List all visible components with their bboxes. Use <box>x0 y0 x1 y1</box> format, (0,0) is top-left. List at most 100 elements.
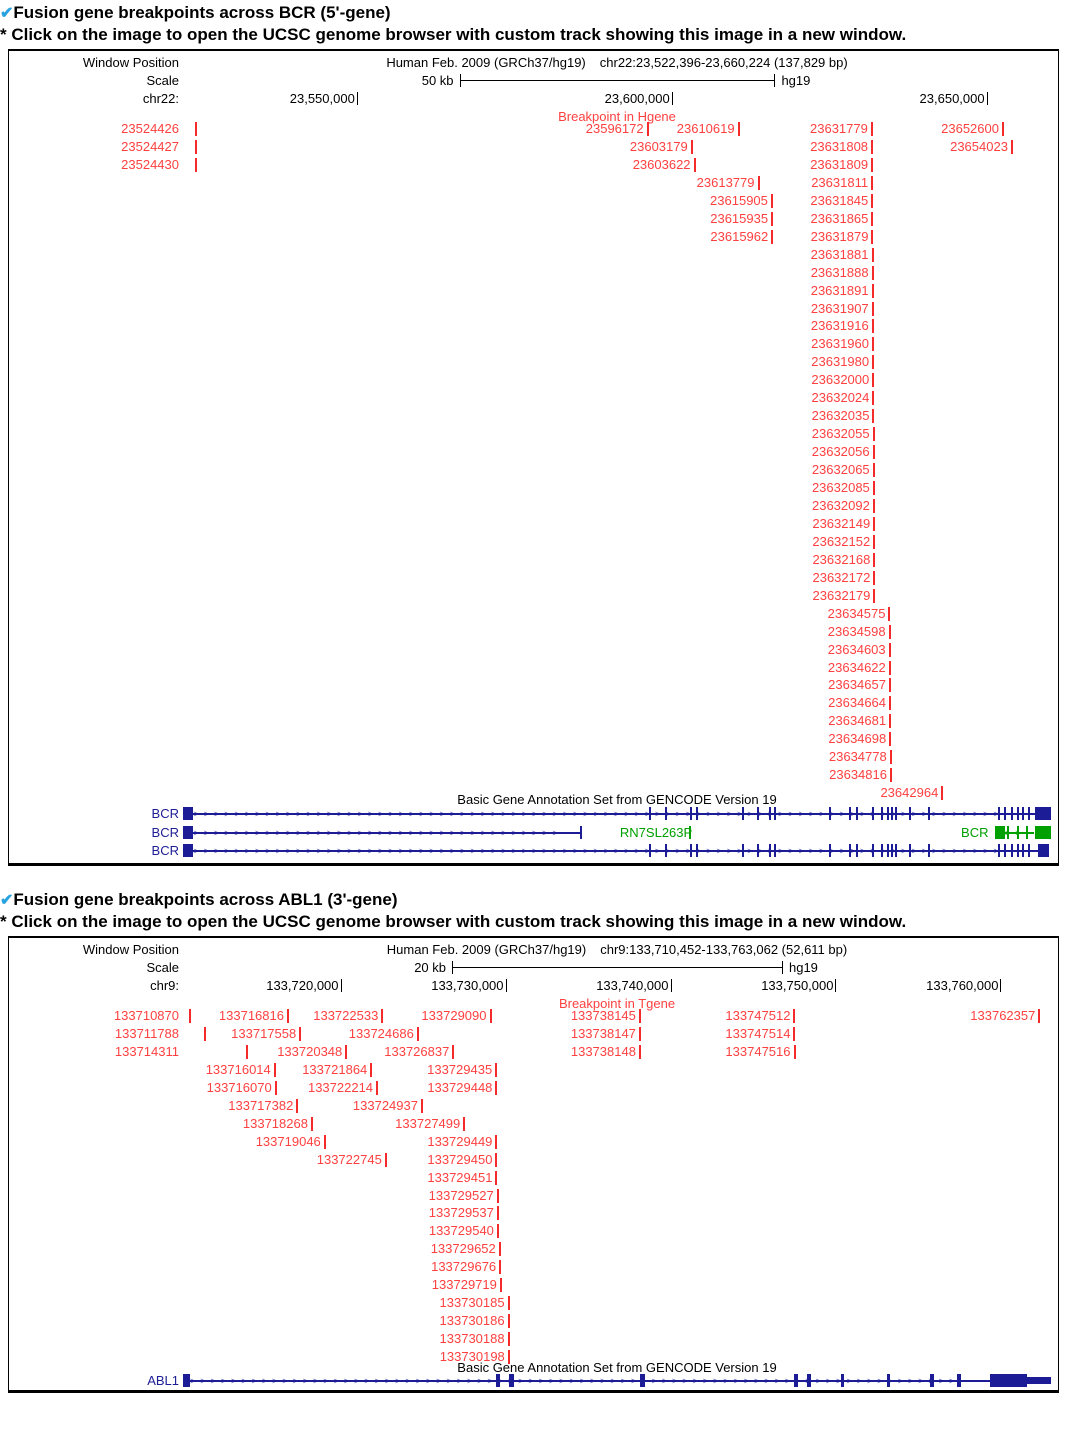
scale-bar-left-tick <box>452 961 453 974</box>
exon-tick <box>880 844 883 857</box>
exon-tick <box>695 807 698 820</box>
breakpoint-tick <box>299 1026 302 1041</box>
exon-tick <box>886 844 889 857</box>
chrom-ruler-tick <box>1000 979 1002 992</box>
genome-browser-image-bcr[interactable]: Window Position Human Feb. 2009 (GRCh37/… <box>8 49 1059 866</box>
breakpoint-label: 23634816 <box>829 767 887 783</box>
exon-block <box>508 1374 514 1387</box>
gene-label: BCR <box>151 843 179 858</box>
exon-tick <box>664 807 667 820</box>
breakpoint-label: 133711788 <box>114 1025 179 1041</box>
breakpoint-label: 23631891 <box>810 282 869 298</box>
breakpoint-tick <box>873 534 876 549</box>
gene-intron-line <box>193 831 581 834</box>
chromosome-label: chr22: <box>142 91 179 106</box>
exon-tick <box>895 844 898 857</box>
section-abl1: ✔Fusion gene breakpoints across ABL1 (3'… <box>0 887 1067 1393</box>
breakpoint-label: 23632179 <box>812 587 871 603</box>
breakpoint-tick <box>871 319 874 334</box>
breakpoint-tick <box>872 445 875 460</box>
exon-block <box>957 1374 961 1387</box>
breakpoint-label: 133729451 <box>427 1169 493 1185</box>
strand-direction-arrows: >>>>>>>>>>>>>>>>>>>>>>>>>>>>>>>>>>>>>>>>… <box>193 846 1004 856</box>
breakpoint-tick <box>873 588 876 603</box>
breakpoint-label: 23613779 <box>696 174 755 190</box>
scale-label: Scale <box>146 960 179 975</box>
breakpoint-label: 23634575 <box>827 605 886 621</box>
breakpoint-tick <box>507 1296 510 1311</box>
breakpoint-tick <box>376 1080 379 1095</box>
exon-tick <box>689 807 692 820</box>
breakpoint-tick <box>871 139 874 154</box>
breakpoint-tick <box>452 1044 455 1059</box>
breakpoint-label: 133718268 <box>242 1115 308 1131</box>
chrom-ruler-tick <box>670 979 672 992</box>
breakpoint-tick <box>889 714 892 729</box>
breakpoint-label: 23652600 <box>941 121 999 136</box>
breakpoint-tick <box>296 1098 299 1113</box>
assembly-title: Human Feb. 2009 (GRCh37/hg19) <box>386 942 587 957</box>
breakpoint-label: 133722745 <box>316 1151 382 1167</box>
breakpoint-label: 23654023 <box>950 138 1008 154</box>
exon-tick <box>997 807 1000 820</box>
breakpoint-tick <box>499 1260 502 1275</box>
breakpoint-tick <box>507 1350 510 1365</box>
breakpoint-label: 23631811 <box>811 174 869 190</box>
breakpoint-label: 23634622 <box>827 659 886 675</box>
breakpoint-label: 133716816 <box>218 1008 284 1023</box>
breakpoint-label: 23634698 <box>828 731 887 747</box>
exon-block <box>183 807 194 820</box>
breakpoint-label: 23631888 <box>810 264 869 280</box>
window-position-label: Window Position <box>82 55 179 70</box>
exon-block <box>496 1374 500 1387</box>
scale-bar-right-tick <box>774 74 776 87</box>
breakpoint-label: 23631779 <box>810 121 868 136</box>
breakpoint-tick <box>420 1098 423 1113</box>
breakpoint-tick <box>245 1044 248 1059</box>
breakpoint-label: 133729537 <box>428 1205 494 1221</box>
section-heading-text: Fusion gene breakpoints across ABL1 (3'-… <box>13 890 398 909</box>
breakpoint-tick <box>194 157 197 172</box>
breakpoint-tick <box>888 642 891 657</box>
breakpoint-tick <box>507 1314 510 1329</box>
breakpoint-label: 23615935 <box>710 210 769 226</box>
breakpoint-label: 133714311 <box>114 1043 179 1059</box>
exon-tick <box>1010 844 1013 857</box>
breakpoint-tick <box>489 1009 492 1023</box>
exon-tick <box>695 844 698 857</box>
exon-tick <box>756 807 759 820</box>
breakpoint-label: 133730198 <box>439 1349 505 1365</box>
breakpoint-tick <box>693 157 696 172</box>
breakpoint-tick <box>873 570 876 585</box>
breakpoint-label: 23631881 <box>810 246 869 262</box>
breakpoint-label: 23631960 <box>811 336 869 352</box>
exon-block <box>994 825 1005 839</box>
breakpoint-label: 23632085 <box>811 480 870 495</box>
breakpoint-tick <box>793 1026 796 1041</box>
breakpoint-tick <box>941 786 944 801</box>
breakpoint-label: 133722533 <box>313 1008 379 1023</box>
exon-tick <box>928 807 931 820</box>
exon-tick <box>1010 807 1013 820</box>
breakpoint-label: 133729719 <box>431 1277 497 1293</box>
breakpoint-tick <box>871 175 874 190</box>
exon-tick <box>1028 807 1031 820</box>
breakpoint-tick <box>872 463 875 478</box>
breakpoint-label: 23634681 <box>828 713 887 729</box>
chrom-ruler-tick <box>340 979 342 992</box>
position-range: chr9:133,710,452-133,763,062 (52,611 bp) <box>600 942 848 957</box>
exon-tick <box>664 844 667 857</box>
gene-name-label: RN7SL263P <box>619 824 693 840</box>
breakpoint-tick <box>495 1080 498 1095</box>
breakpoint-tick <box>1010 139 1013 154</box>
breakpoint-label: 23610619 <box>676 121 735 136</box>
breakpoint-tick <box>274 1080 277 1095</box>
genome-browser-image-abl1[interactable]: Window Position Human Feb. 2009 (GRCh37/… <box>8 936 1059 1393</box>
breakpoint-tick <box>871 247 874 262</box>
exon-tick <box>756 844 759 857</box>
breakpoint-label: 133710870 <box>113 1008 179 1023</box>
breakpoint-tick <box>384 1152 387 1167</box>
breakpoint-label: 133738148 <box>570 1043 636 1059</box>
breakpoint-label: 133717382 <box>228 1097 294 1113</box>
chrom-ruler-tick-label: 23,550,000 <box>289 91 355 106</box>
